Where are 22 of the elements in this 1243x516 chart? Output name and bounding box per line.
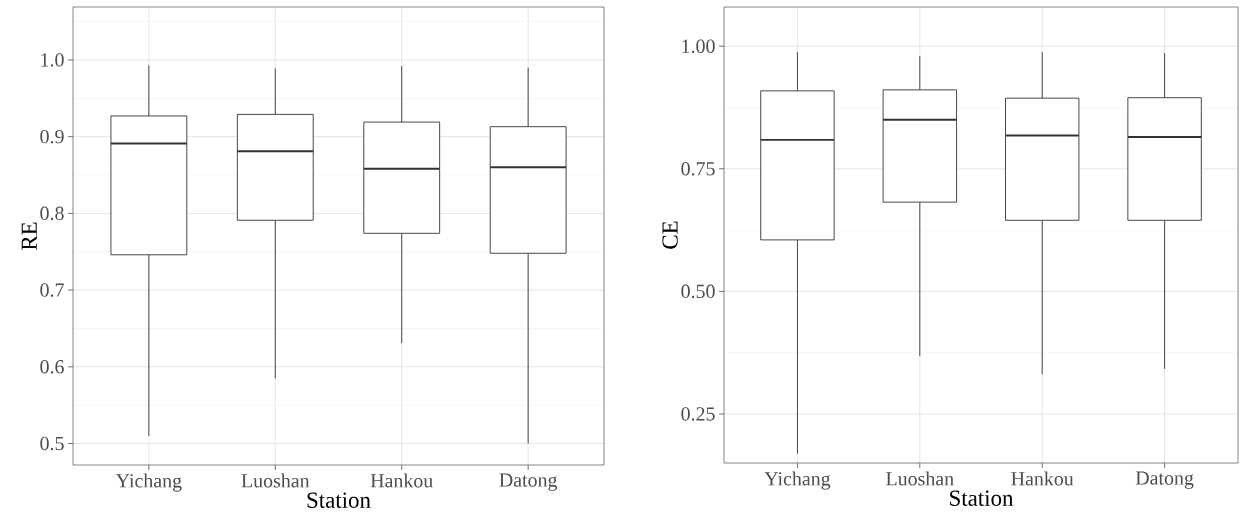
y-tick-label: 0.25 (681, 407, 715, 421)
y-tick-label: 0.7 (40, 283, 64, 297)
y-tick-label: 0.5 (40, 436, 64, 451)
x-axis-title: Station (950, 490, 1014, 506)
y-axis-title: RE (21, 222, 37, 250)
y-tick-label: 0.8 (40, 206, 64, 221)
x-tick-label: Hankou (1011, 471, 1074, 486)
y-tick-label: 0.9 (40, 129, 64, 144)
x-tick-label: Datong (1135, 471, 1194, 489)
y-tick-label: 0.6 (40, 360, 64, 374)
x-tick-label: Luoshan (241, 473, 310, 488)
x-tick-label: Yichang (115, 473, 182, 492)
y-tick-label: 0.75 (681, 162, 715, 176)
x-tick-label: Datong (499, 473, 558, 491)
y-tick-label: 1.0 (41, 53, 64, 67)
y-axis-title: CE (662, 221, 678, 249)
x-axis-title: Station (307, 492, 371, 508)
x-tick-label: Yichang (764, 471, 831, 490)
x-tick-label: Hankou (370, 473, 433, 488)
y-tick-label: 1.00 (682, 39, 715, 53)
y-tick-label: 0.50 (681, 284, 715, 299)
x-tick-label: Luoshan (886, 471, 954, 486)
